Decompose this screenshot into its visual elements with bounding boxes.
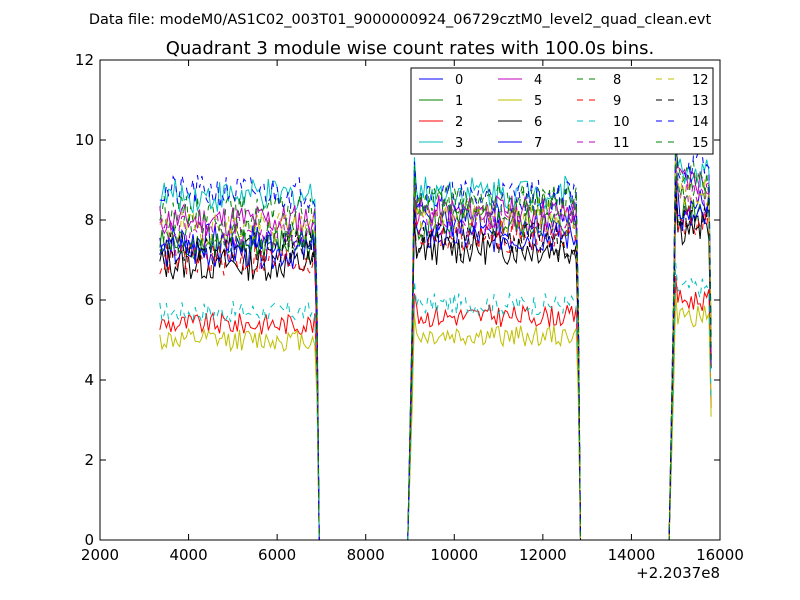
axis-tick-labels: 2000 4000 6000 8000 10000 12000 14000 16000 0 2 4 6… <box>75 51 744 564</box>
series-line-15 <box>159 148 712 541</box>
legend-label: 1 <box>455 94 463 109</box>
series-line-1 <box>159 174 712 541</box>
series-line-6 <box>159 196 712 541</box>
data-file-label: Data file: modeM0/AS1C02_003T01_90000009… <box>89 12 712 28</box>
axis-ticks <box>99 59 721 541</box>
x-offset-label: +2.2037e8 <box>636 564 720 582</box>
legend-label: 6 <box>534 115 542 130</box>
legend-label: 3 <box>455 136 463 151</box>
series-line-7 <box>159 187 712 541</box>
series-line-2 <box>159 275 712 541</box>
y-tick-label: 6 <box>84 291 94 309</box>
y-tick-label: 0 <box>84 531 94 549</box>
x-tick-label: 12000 <box>519 546 567 564</box>
y-tick-label: 10 <box>75 131 94 149</box>
legend-label: 8 <box>613 73 621 88</box>
legend-label: 13 <box>692 94 709 109</box>
series-line-3 <box>159 135 712 541</box>
series-line-11 <box>159 161 712 541</box>
series-line-5 <box>159 293 712 541</box>
legend-label: 4 <box>534 73 542 88</box>
x-tick-label: 4000 <box>169 546 207 564</box>
x-tick-label: 6000 <box>258 546 296 564</box>
x-tick-label: 8000 <box>347 546 385 564</box>
x-tick-label: 2000 <box>81 546 119 564</box>
x-tick-label: 10000 <box>430 546 478 564</box>
x-tick-label: 14000 <box>608 546 656 564</box>
series-lines <box>159 130 712 541</box>
y-tick-label: 2 <box>84 451 94 469</box>
series-line-9 <box>159 187 712 541</box>
legend-label: 15 <box>692 136 709 151</box>
x-tick-label: 16000 <box>696 546 744 564</box>
series-line-14 <box>159 130 712 541</box>
legend-label: 14 <box>692 115 709 130</box>
legend-label: 10 <box>613 115 630 130</box>
legend-label: 7 <box>534 136 542 151</box>
series-line-13 <box>159 179 712 541</box>
y-tick-label: 4 <box>84 371 94 389</box>
series-line-10 <box>159 262 712 541</box>
y-tick-label: 12 <box>75 51 94 69</box>
legend-label: 12 <box>692 73 709 88</box>
legend-label: 9 <box>613 94 621 109</box>
legend-label: 11 <box>613 136 630 151</box>
legend-label: 5 <box>534 94 542 109</box>
chart-title: Quadrant 3 module wise count rates with … <box>166 38 655 59</box>
legend-label: 0 <box>455 73 463 88</box>
legend-label: 2 <box>455 115 463 130</box>
legend-box <box>410 67 714 155</box>
y-tick-label: 8 <box>84 211 94 229</box>
